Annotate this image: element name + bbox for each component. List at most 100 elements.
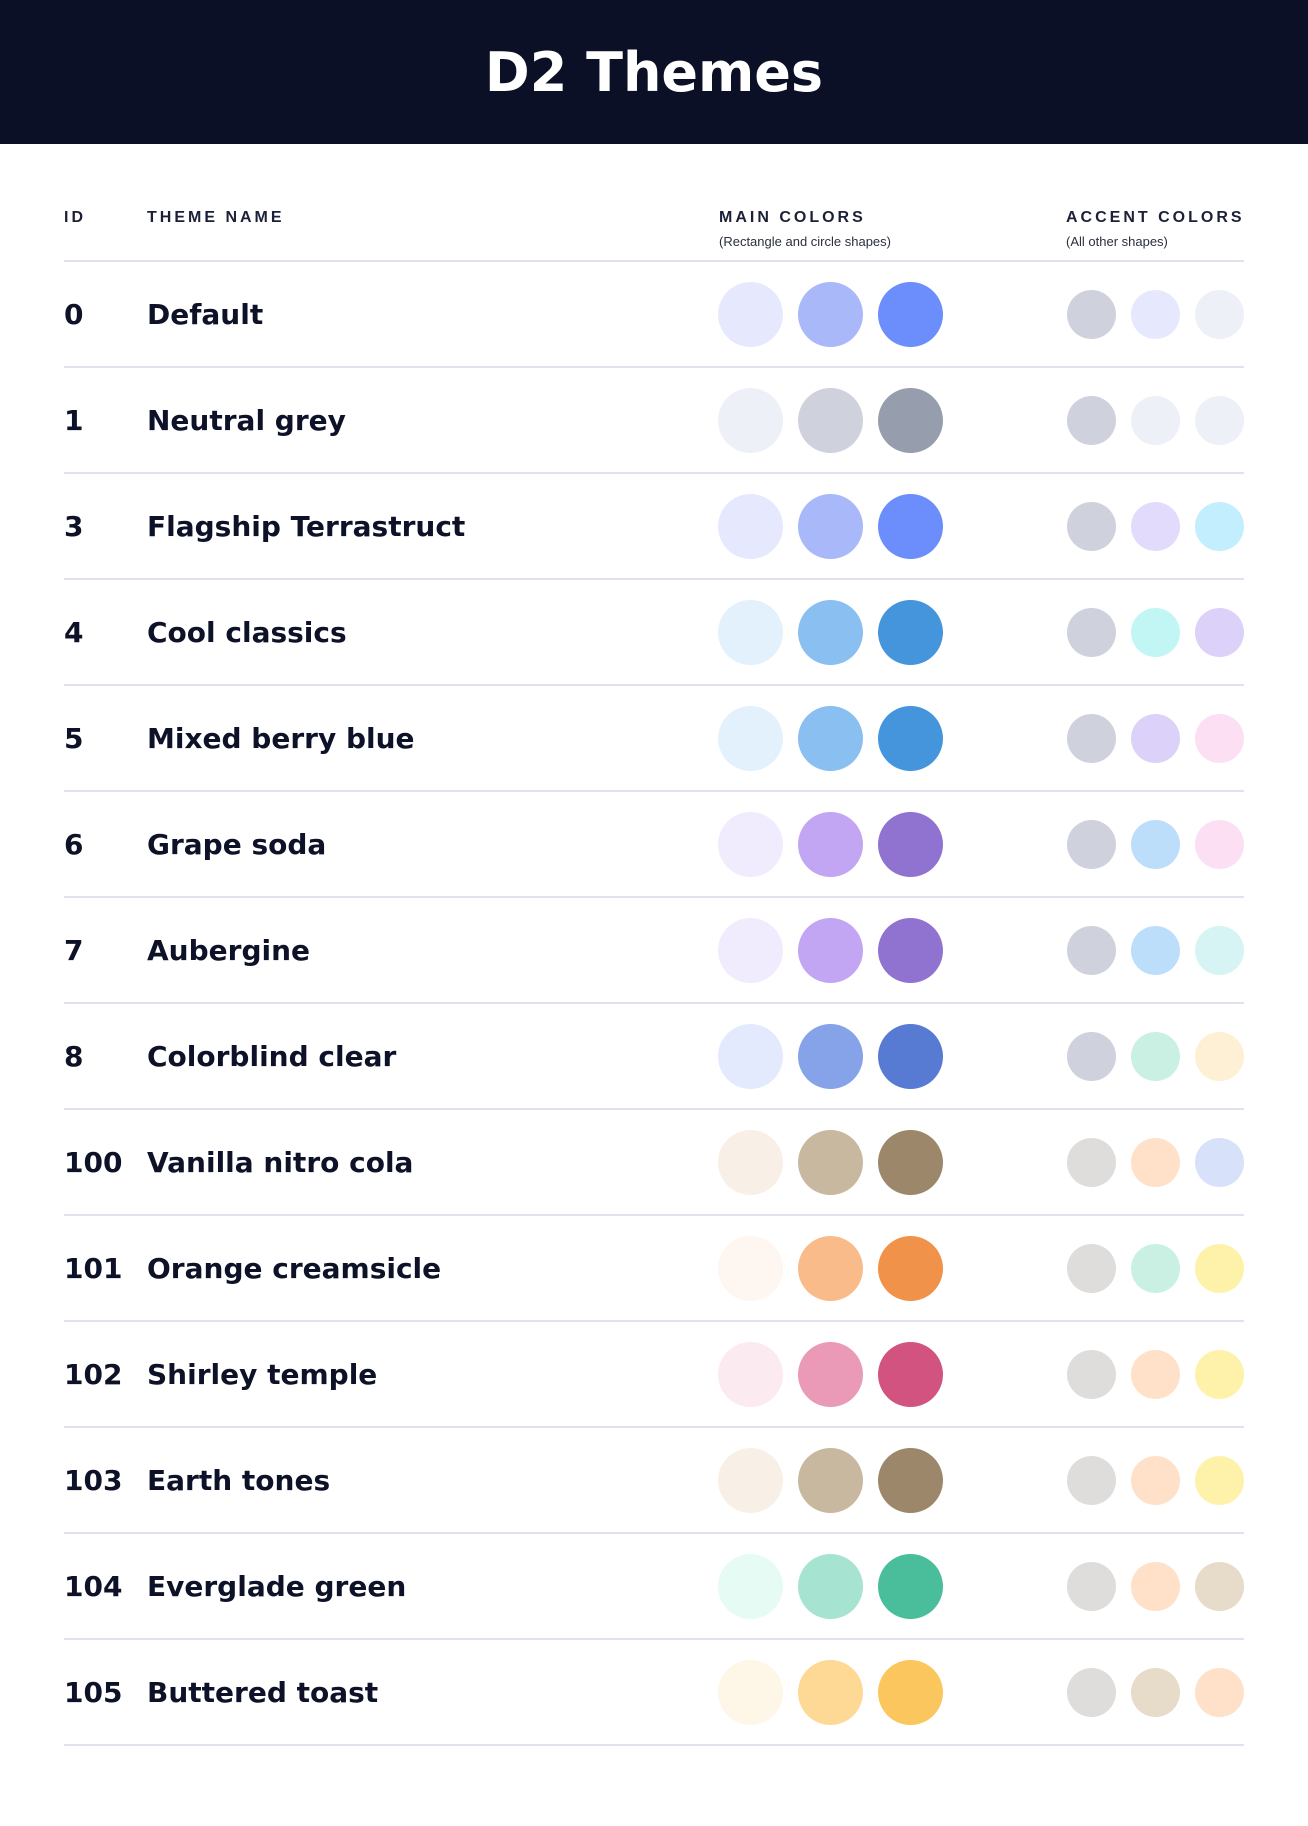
theme-id: 7 (64, 934, 84, 967)
theme-id: 8 (64, 1040, 84, 1073)
theme-id: 105 (64, 1676, 123, 1709)
theme-row: 8 Colorblind clear (0, 1004, 1308, 1110)
theme-row: 104 Everglade green (0, 1534, 1308, 1640)
theme-row: 0 Default (0, 262, 1308, 368)
column-header-accent-colors: ACCENT COLORS (1066, 209, 1245, 226)
main-color-swatch (718, 1342, 783, 1407)
accent-color-swatch (1131, 502, 1180, 551)
main-color-swatch (798, 812, 863, 877)
accent-color-swatch (1195, 820, 1244, 869)
column-header-main-colors: MAIN COLORS (719, 209, 866, 226)
main-color-swatch (718, 1236, 783, 1301)
main-color-swatch (718, 1660, 783, 1725)
main-color-swatch (718, 494, 783, 559)
accent-color-swatch (1067, 290, 1116, 339)
accent-color-swatch (1131, 1244, 1180, 1293)
row-divider (64, 1002, 1244, 1004)
row-divider (64, 1320, 1244, 1322)
main-color-swatch (798, 282, 863, 347)
theme-id: 104 (64, 1570, 123, 1603)
column-header-id: ID (64, 209, 86, 226)
theme-name: Grape soda (147, 828, 327, 861)
accent-color-swatch (1195, 396, 1244, 445)
accent-color-swatch (1067, 926, 1116, 975)
accent-color-swatch (1195, 1138, 1244, 1187)
accent-color-swatch (1195, 926, 1244, 975)
row-divider (64, 684, 1244, 686)
accent-color-swatch (1131, 1562, 1180, 1611)
theme-id: 1 (64, 404, 84, 437)
theme-id: 4 (64, 616, 84, 649)
theme-name: Vanilla nitro cola (147, 1146, 414, 1179)
accent-color-swatch (1195, 502, 1244, 551)
main-color-swatch (878, 494, 943, 559)
accent-color-swatch (1067, 820, 1116, 869)
accent-color-swatch (1131, 714, 1180, 763)
row-divider (64, 790, 1244, 792)
theme-row: 105 Buttered toast (0, 1640, 1308, 1746)
accent-color-swatch (1067, 1456, 1116, 1505)
accent-color-swatch (1131, 396, 1180, 445)
main-color-swatch (878, 1660, 943, 1725)
accent-color-swatch (1067, 1668, 1116, 1717)
theme-row: 4 Cool classics (0, 580, 1308, 686)
theme-name: Aubergine (147, 934, 311, 967)
row-divider (64, 1532, 1244, 1534)
main-color-swatch (718, 388, 783, 453)
theme-row: 5 Mixed berry blue (0, 686, 1308, 792)
page-title: D2 Themes (484, 40, 824, 104)
main-color-swatch (798, 1660, 863, 1725)
row-divider (64, 1638, 1244, 1640)
main-color-swatch (878, 1130, 943, 1195)
main-color-swatch (798, 1448, 863, 1513)
row-divider (64, 1426, 1244, 1428)
main-color-swatch (718, 918, 783, 983)
theme-name: Shirley temple (147, 1358, 378, 1391)
accent-color-swatch (1067, 1138, 1116, 1187)
accent-colors-subtitle: (All other shapes) (1066, 234, 1168, 249)
main-color-swatch (798, 494, 863, 559)
theme-row: 7 Aubergine (0, 898, 1308, 1004)
theme-name: Buttered toast (147, 1676, 379, 1709)
accent-color-swatch (1195, 1562, 1244, 1611)
theme-id: 0 (64, 298, 84, 331)
accent-color-swatch (1195, 1350, 1244, 1399)
theme-id: 100 (64, 1146, 123, 1179)
accent-color-swatch (1195, 1668, 1244, 1717)
theme-row: 103 Earth tones (0, 1428, 1308, 1534)
main-color-swatch (798, 706, 863, 771)
main-color-swatch (878, 706, 943, 771)
main-color-swatch (798, 918, 863, 983)
theme-name: Everglade green (147, 1570, 407, 1603)
main-colors-subtitle: (Rectangle and circle shapes) (719, 234, 891, 249)
theme-id: 101 (64, 1252, 123, 1285)
main-color-swatch (878, 1448, 943, 1513)
accent-color-swatch (1067, 1244, 1116, 1293)
page-header: D2 Themes (0, 0, 1308, 144)
main-color-swatch (718, 1024, 783, 1089)
main-color-swatch (718, 1554, 783, 1619)
accent-color-swatch (1067, 502, 1116, 551)
theme-name: Orange creamsicle (147, 1252, 442, 1285)
row-divider (64, 578, 1244, 580)
accent-color-swatch (1067, 1350, 1116, 1399)
main-color-swatch (798, 600, 863, 665)
accent-color-swatch (1131, 608, 1180, 657)
theme-name: Mixed berry blue (147, 722, 415, 755)
main-color-swatch (798, 388, 863, 453)
main-color-swatch (798, 1236, 863, 1301)
accent-color-swatch (1131, 1032, 1180, 1081)
accent-color-swatch (1131, 1456, 1180, 1505)
accent-color-swatch (1195, 608, 1244, 657)
main-color-swatch (718, 1130, 783, 1195)
main-color-swatch (878, 812, 943, 877)
theme-id: 103 (64, 1464, 123, 1497)
theme-id: 6 (64, 828, 84, 861)
row-divider (64, 1744, 1244, 1746)
column-header-theme-name: THEME NAME (147, 209, 285, 226)
accent-color-swatch (1067, 1562, 1116, 1611)
main-color-swatch (718, 812, 783, 877)
main-color-swatch (878, 388, 943, 453)
theme-name: Default (147, 298, 264, 331)
theme-id: 3 (64, 510, 84, 543)
